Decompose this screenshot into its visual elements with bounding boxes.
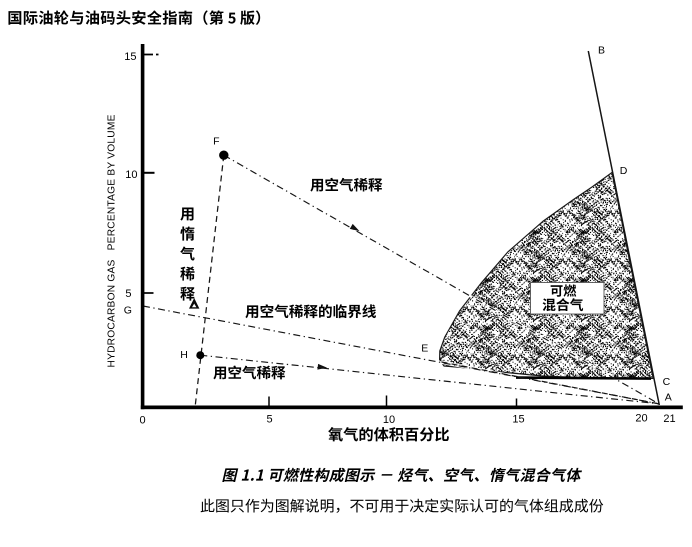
svg-text:21: 21 (663, 413, 675, 425)
svg-text:D: D (620, 165, 628, 177)
svg-text:10: 10 (125, 169, 137, 181)
svg-text:15: 15 (512, 414, 524, 426)
svg-text:H: H (180, 349, 188, 361)
svg-text:5: 5 (125, 288, 131, 300)
svg-text:F: F (213, 135, 219, 147)
svg-text:B: B (598, 44, 605, 56)
svg-text:A: A (665, 391, 672, 403)
svg-text:0: 0 (139, 414, 145, 426)
svg-text:HYDROCARBON GAS PERCENTAGE B: HYDROCARBON GAS PERCENTAGE BY VOLUME (107, 114, 118, 367)
svg-text:5: 5 (266, 413, 272, 425)
svg-text:10: 10 (383, 414, 395, 426)
svg-text:20: 20 (635, 413, 647, 425)
svg-text:C: C (663, 376, 671, 388)
svg-text:G: G (124, 305, 132, 317)
svg-text:15: 15 (124, 51, 136, 63)
svg-text:E: E (421, 342, 428, 354)
